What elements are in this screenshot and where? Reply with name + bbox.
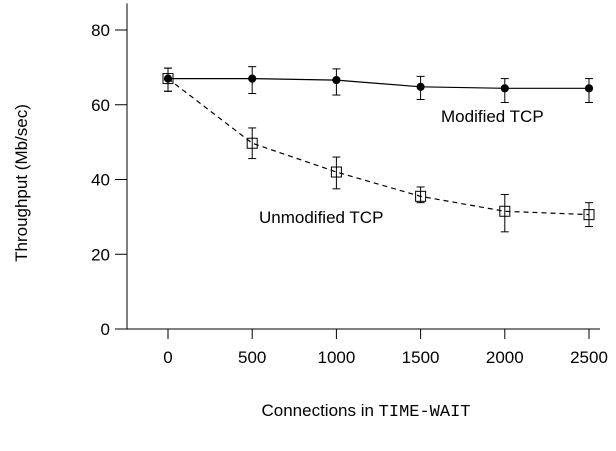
data-point [415,190,427,202]
y-tick-label: 0 [101,320,110,339]
y-axis-label: Throughput (Mb/sec) [12,104,31,262]
x-tick-label: 2000 [486,348,524,367]
x-tick-label: 1000 [317,348,355,367]
x-tick-label: 1500 [402,348,440,367]
y-tick-label: 80 [91,21,110,40]
y-tick-label: 20 [91,245,110,264]
y-tick-label: 60 [91,96,110,115]
x-axis-label-prefix: Connections in [261,401,378,420]
data-point [162,73,174,85]
data-point [416,82,425,91]
series-modified-tcp [163,66,594,104]
series-line-modified-tcp [168,77,589,89]
series-line-unmodified-tcp [167,78,590,216]
data-point [332,75,341,85]
ticks: 0 20 40 60 80 0 500 1000 1500 2000 2500 [91,21,608,367]
data-point [330,166,342,178]
data-point [583,209,595,221]
series-unmodified-tcp [162,67,595,233]
x-axis-label: Connections in TIME-WAIT [261,401,470,422]
series-layer [162,66,595,233]
data-point [500,84,509,93]
data-point [246,137,258,149]
series-label-modified-tcp: Modified TCP [441,107,544,126]
x-tick-label: 0 [163,348,172,367]
axes [126,3,600,330]
y-tick-label: 40 [91,171,110,190]
data-point [584,84,594,93]
series-label-unmodified-tcp: Unmodified TCP [259,208,383,227]
data-point [248,74,257,83]
x-axis-label-code: TIME-WAIT [379,403,471,422]
x-tick-label: 2500 [570,348,608,367]
x-tick-label: 500 [238,348,266,367]
data-point [499,205,511,217]
